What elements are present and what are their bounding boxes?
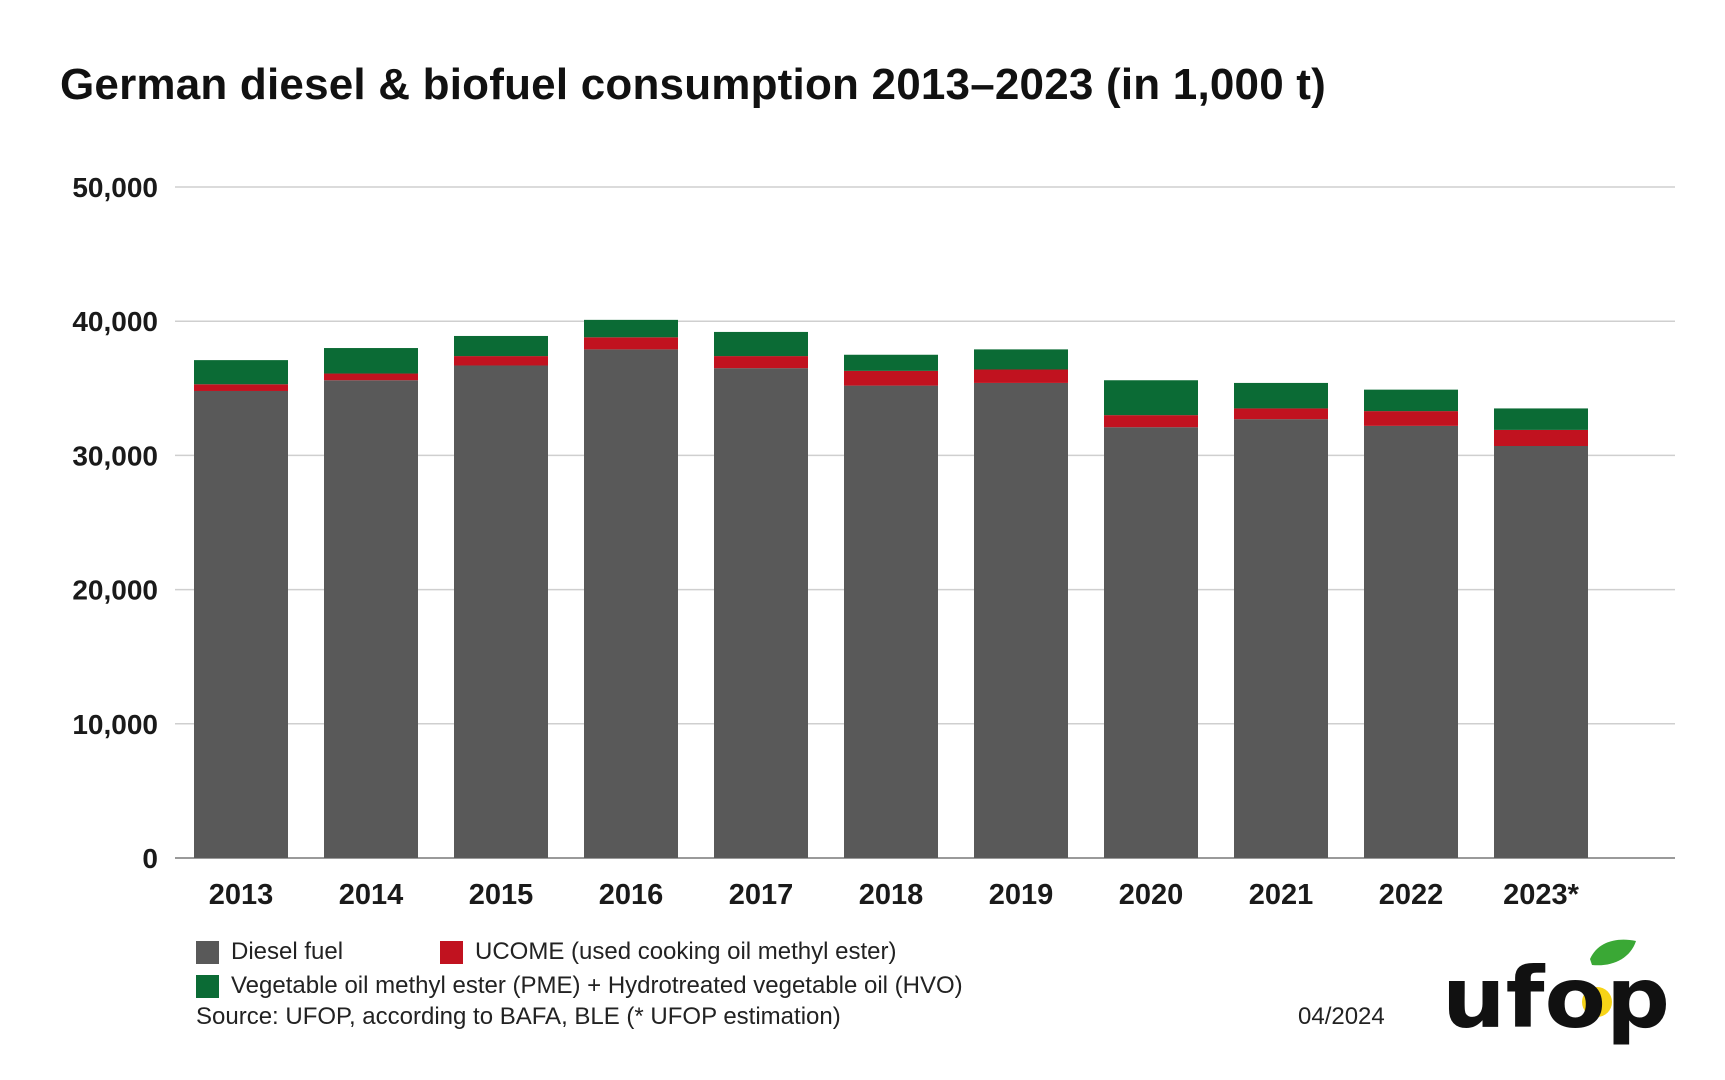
y-tick-label: 30,000 bbox=[72, 440, 158, 471]
ufop-logo: ufop bbox=[1442, 939, 1670, 1047]
legend-label-diesel: Diesel fuel bbox=[231, 938, 344, 965]
bar-segment-pme-hvo bbox=[844, 354, 938, 371]
x-tick-label: 2021 bbox=[1249, 879, 1314, 911]
date-label: 04/2024 bbox=[1298, 1003, 1385, 1030]
chart-title: German diesel & biofuel consumption 2013… bbox=[60, 60, 1327, 109]
y-tick-label: 50,000 bbox=[72, 172, 158, 203]
x-tick-label: 2017 bbox=[729, 879, 794, 911]
y-tick-label: 10,000 bbox=[72, 709, 158, 740]
x-tick-label: 2015 bbox=[469, 879, 534, 911]
bar-segment-pme-hvo bbox=[714, 331, 808, 357]
logo-leaf-icon bbox=[1590, 939, 1636, 966]
x-tick-label: 2023* bbox=[1503, 879, 1580, 911]
x-tick-label: 2014 bbox=[339, 879, 404, 911]
y-tick-label: 0 bbox=[142, 843, 158, 874]
bar-segment-pme-hvo bbox=[1234, 382, 1328, 409]
x-tick-label: 2019 bbox=[989, 879, 1054, 911]
x-tick-label: 2016 bbox=[599, 879, 664, 911]
bar-segment-ucome bbox=[584, 337, 678, 350]
legend-item-pme-hvo: Vegetable oil methyl ester (PME) + Hydro… bbox=[196, 972, 963, 1000]
legend-item-diesel: Diesel fuel bbox=[196, 938, 343, 966]
bar-segment-pme-hvo bbox=[584, 319, 678, 338]
legend-swatch-pme-hvo bbox=[196, 974, 219, 998]
x-tick-label: 2020 bbox=[1119, 879, 1184, 911]
bar-segment-ucome bbox=[1494, 429, 1588, 447]
bar-segment-diesel bbox=[454, 365, 548, 858]
bar-segment-ucome bbox=[1104, 415, 1198, 428]
bar-segment-pme-hvo bbox=[974, 349, 1068, 370]
bar-segment-pme-hvo bbox=[1104, 380, 1198, 416]
x-tick-label: 2022 bbox=[1379, 879, 1444, 911]
x-axis-tick-labels: 2013 2014 2015 2016 2017 2018 2019 2020 2021 2022… bbox=[209, 879, 1580, 911]
bar-segment-diesel bbox=[1364, 425, 1458, 858]
bar-segment-ucome bbox=[844, 370, 938, 386]
stacked-bar-chart: 0 10,000 20,000 30,000 40,000 50,000 2013 2014… bbox=[72, 172, 1675, 911]
y-tick-label: 40,000 bbox=[72, 306, 158, 337]
x-tick-label: 2013 bbox=[209, 879, 274, 911]
bar-segment-diesel bbox=[194, 390, 288, 858]
legend-swatch-ucome bbox=[440, 940, 463, 964]
bar-segment-pme-hvo bbox=[194, 360, 288, 385]
bar-segment-ucome bbox=[324, 373, 418, 381]
bar-segment-ucome bbox=[1364, 411, 1458, 426]
legend-item-ucome: UCOME (used cooking oil methyl ester) bbox=[440, 938, 896, 966]
bar-segment-diesel bbox=[714, 368, 808, 858]
x-tick-label: 2018 bbox=[859, 879, 924, 911]
bar-segment-diesel bbox=[974, 382, 1068, 858]
y-tick-label: 20,000 bbox=[72, 575, 158, 606]
bar-segment-pme-hvo bbox=[1494, 408, 1588, 430]
bar-segment-ucome bbox=[714, 356, 808, 369]
bar-segment-ucome bbox=[454, 356, 548, 366]
bar-segment-diesel bbox=[1234, 419, 1328, 858]
bar-segment-pme-hvo bbox=[1364, 389, 1458, 412]
bar-segment-diesel bbox=[1104, 427, 1198, 858]
legend-label-pme-hvo: Vegetable oil methyl ester (PME) + Hydro… bbox=[231, 972, 963, 999]
bar-segment-ucome bbox=[194, 384, 288, 391]
logo-oil-drop-icon bbox=[1582, 987, 1612, 1017]
source-note: Source: UFOP, according to BAFA, BLE (* … bbox=[196, 1003, 841, 1030]
bar-segment-pme-hvo bbox=[324, 348, 418, 374]
logo-wordmark: ufop bbox=[1442, 949, 1670, 1047]
legend-swatch-diesel bbox=[196, 940, 219, 964]
bar-segment-ucome bbox=[1234, 408, 1328, 420]
bars bbox=[194, 319, 1588, 858]
y-axis-tick-labels: 0 10,000 20,000 30,000 40,000 50,000 bbox=[72, 172, 158, 874]
bar-segment-diesel bbox=[584, 349, 678, 858]
bar-segment-diesel bbox=[324, 380, 418, 858]
bar-segment-pme-hvo bbox=[454, 335, 548, 357]
bar-segment-ucome bbox=[974, 369, 1068, 383]
bar-segment-diesel bbox=[1494, 446, 1588, 858]
legend-label-ucome: UCOME (used cooking oil methyl ester) bbox=[475, 938, 897, 965]
bar-segment-diesel bbox=[844, 385, 938, 858]
